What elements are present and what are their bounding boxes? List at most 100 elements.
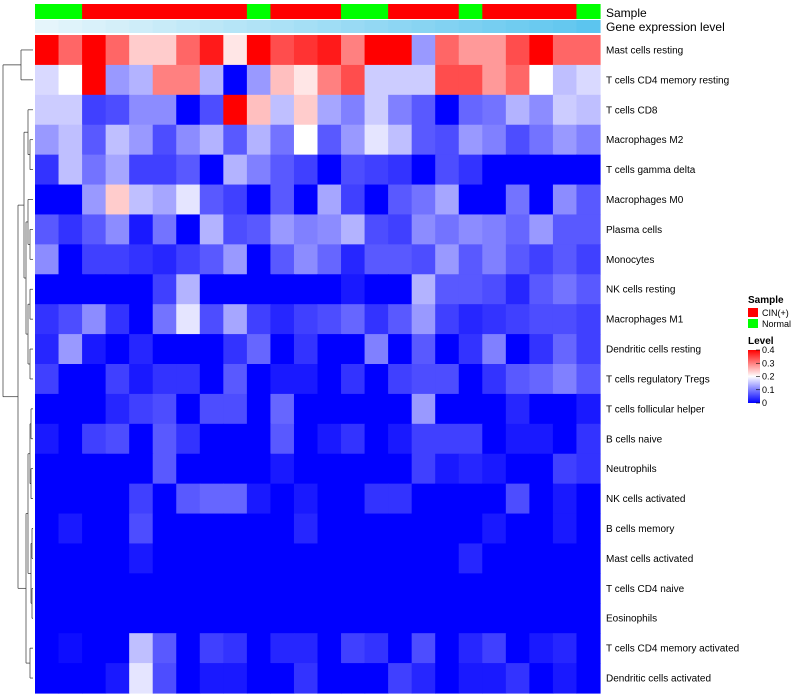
heatmap-cell	[576, 64, 601, 96]
heatmap-cell	[176, 393, 201, 425]
heatmap-cell	[35, 483, 60, 515]
heatmap-cell	[529, 453, 554, 485]
heatmap-cell	[576, 364, 601, 395]
heatmap-cell	[435, 274, 460, 305]
heatmap-cell	[576, 483, 601, 515]
heatmap-cell	[58, 244, 83, 275]
heatmap-cell	[552, 244, 578, 275]
heatmap-cell	[505, 35, 530, 66]
heatmap-cell	[35, 94, 60, 126]
heatmap-cell	[458, 513, 483, 545]
heatmap-cell	[223, 304, 248, 335]
heatmap-cell	[529, 94, 554, 126]
heatmap-cell	[58, 483, 83, 515]
heatmap-cell	[317, 603, 342, 634]
heatmap-cell	[270, 543, 295, 574]
heatmap-cell	[458, 244, 483, 275]
heatmap-cell	[176, 244, 201, 275]
heatmap-cell	[246, 483, 272, 515]
heatmap-cell	[458, 184, 483, 216]
heatmap-cell	[223, 573, 248, 604]
sample-annotation-cell	[552, 4, 578, 19]
heatmap-cell	[293, 633, 319, 664]
heatmap-cell	[246, 35, 272, 66]
sample-annotation-cell	[129, 4, 154, 19]
heatmap-cell	[129, 214, 154, 245]
heatmap-cell	[576, 663, 601, 694]
heatmap-cell	[82, 184, 107, 216]
heatmap-cell	[152, 573, 177, 604]
heatmap-cell	[482, 154, 507, 186]
heatmap-cell	[388, 663, 413, 694]
heatmap-cell	[552, 573, 578, 604]
heatmap-cell	[388, 35, 413, 66]
sample-annotation-cell	[293, 4, 319, 19]
heatmap-cell	[176, 214, 201, 245]
heatmap-cell	[35, 364, 60, 395]
heatmap-cell	[529, 154, 554, 186]
expression-annotation-cell	[176, 20, 201, 33]
heatmap-cell	[152, 274, 177, 305]
heatmap-cell	[223, 184, 248, 216]
heatmap-cell	[105, 184, 130, 216]
heatmap-cell	[82, 663, 107, 694]
row-label: Macrophages M1	[606, 315, 684, 326]
heatmap-cell	[411, 94, 436, 126]
heatmap-cell	[364, 543, 389, 574]
heatmap-cell	[293, 124, 319, 156]
heatmap-cell	[82, 364, 107, 395]
heatmap-cell	[176, 184, 201, 216]
heatmap-cell	[411, 513, 436, 545]
heatmap-cell	[458, 603, 483, 634]
heatmap-cell	[458, 124, 483, 156]
heatmap-cell	[152, 184, 177, 216]
heatmap-cell	[82, 304, 107, 335]
heatmap-cell	[223, 543, 248, 574]
heatmap-cell	[482, 304, 507, 335]
heatmap-cell	[505, 513, 530, 545]
annotation-label-sample: Sample	[606, 6, 647, 20]
heatmap-cell	[35, 184, 60, 216]
heatmap-cell	[293, 94, 319, 126]
heatmap-cell	[223, 483, 248, 515]
heatmap-cell	[341, 124, 366, 156]
row-label: Eosinophils	[606, 614, 657, 625]
heatmap-cell	[435, 483, 460, 515]
heatmap-cell	[176, 633, 201, 664]
heatmap-cell	[246, 214, 272, 245]
expression-annotation-cell	[529, 20, 554, 33]
heatmap-cell	[270, 274, 295, 305]
heatmap-cell	[105, 393, 130, 425]
heatmap-cell	[341, 364, 366, 395]
heatmap-cell	[35, 334, 60, 365]
sample-annotation-cell	[199, 4, 224, 19]
heatmap-cell	[458, 35, 483, 66]
heatmap-cell	[82, 483, 107, 515]
heatmap-cell	[505, 214, 530, 245]
heatmap-cell	[317, 244, 342, 275]
heatmap-cell	[58, 184, 83, 216]
heatmap-cell	[176, 124, 201, 156]
heatmap-cell	[246, 633, 272, 664]
heatmap-cell	[435, 543, 460, 574]
heatmap-cell	[152, 483, 177, 515]
heatmap-cell	[529, 334, 554, 365]
heatmap-cell	[388, 154, 413, 186]
heatmap-cell	[411, 124, 436, 156]
heatmap-cell	[129, 453, 154, 485]
heatmap-cell	[552, 214, 578, 245]
heatmap-cell	[105, 633, 130, 664]
heatmap-cell	[223, 603, 248, 634]
heatmap-cell	[364, 64, 389, 96]
row-label: Dendritic cells resting	[606, 345, 701, 356]
heatmap-cell	[293, 603, 319, 634]
heatmap-cell	[270, 633, 295, 664]
heatmap-cell	[152, 214, 177, 245]
heatmap-cell	[435, 35, 460, 66]
sample-annotation-cell	[105, 4, 130, 19]
heatmap-cell	[152, 244, 177, 275]
heatmap-cell	[199, 334, 224, 365]
heatmap-cell	[482, 633, 507, 664]
heatmap-cell	[270, 573, 295, 604]
